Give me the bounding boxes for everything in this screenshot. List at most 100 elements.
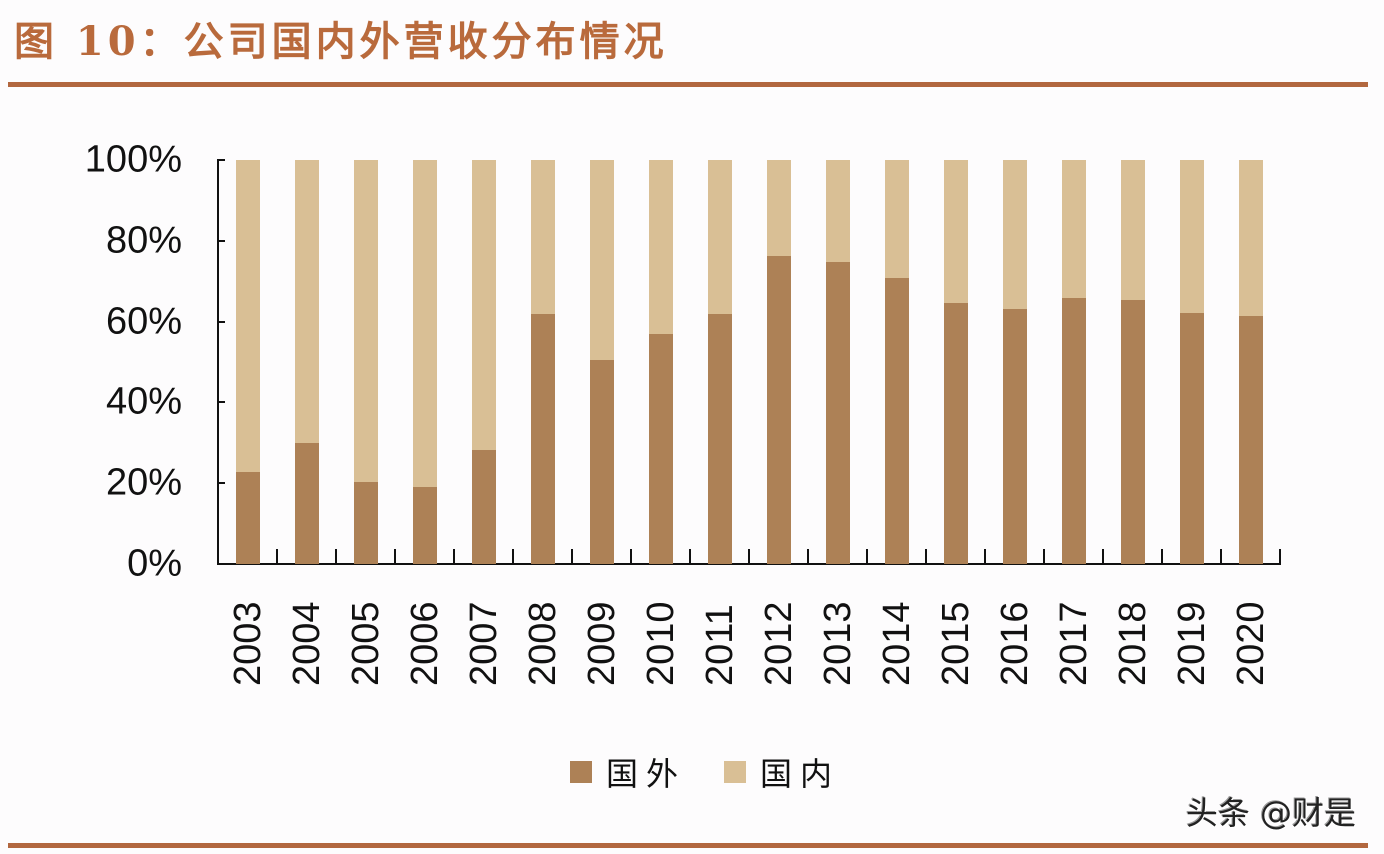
x-tick-label: 2019 — [1170, 601, 1213, 686]
bar-2019 — [1179, 160, 1204, 564]
x-tick-mark — [689, 549, 691, 564]
x-tick-mark — [984, 549, 986, 564]
x-tick-label: 2009 — [580, 601, 623, 686]
x-tick-label: 2008 — [521, 601, 564, 686]
figure-title: 图 10：公司国内外营收分布情况 — [14, 18, 668, 65]
bar-segment-domestic — [235, 160, 260, 472]
x-tick-mark — [335, 549, 337, 564]
top-divider — [8, 82, 1368, 87]
bar-segment-foreign — [884, 277, 909, 564]
bar-2017 — [1061, 160, 1086, 564]
x-tick-mark — [925, 549, 927, 564]
x-tick-label: 2016 — [993, 601, 1036, 686]
bar-2015 — [943, 160, 968, 564]
bar-segment-domestic — [1002, 160, 1027, 310]
legend-item-domestic: 国内 — [724, 749, 840, 795]
y-tick-mark — [217, 159, 225, 161]
x-tick-mark — [1220, 549, 1222, 564]
bar-segment-domestic — [589, 160, 614, 360]
bar-segment-foreign — [412, 487, 437, 564]
x-axis — [217, 563, 1281, 565]
bar-segment-foreign — [943, 303, 968, 564]
x-tick-mark — [1161, 549, 1163, 564]
bar-2008 — [530, 160, 555, 564]
bar-segment-domestic — [884, 160, 909, 278]
y-tick-mark — [217, 563, 225, 565]
x-tick-mark — [1279, 549, 1281, 564]
bar-segment-foreign — [235, 471, 260, 564]
bar-segment-domestic — [1179, 160, 1204, 313]
bar-2005 — [353, 160, 378, 564]
bar-segment-domestic — [1238, 160, 1263, 316]
x-tick-mark — [630, 549, 632, 564]
bar-segment-domestic — [530, 160, 555, 314]
x-tick-label: 2014 — [875, 601, 918, 686]
bar-segment-foreign — [707, 313, 732, 564]
bar-segment-foreign — [825, 261, 850, 564]
bar-segment-foreign — [589, 359, 614, 564]
bar-2012 — [766, 160, 791, 564]
bar-segment-domestic — [471, 160, 496, 451]
x-tick-label: 2003 — [226, 601, 269, 686]
legend-swatch-foreign — [570, 761, 592, 783]
y-tick-label: 60% — [105, 300, 182, 343]
y-tick-label: 0% — [127, 542, 182, 585]
x-tick-label: 2011 — [698, 604, 741, 686]
x-tick-label: 2010 — [639, 601, 682, 686]
x-tick-label: 2020 — [1229, 601, 1272, 686]
bar-segment-foreign — [1061, 298, 1086, 564]
y-tick-label: 100% — [84, 138, 182, 181]
bottom-divider — [8, 843, 1368, 848]
bar-segment-domestic — [412, 160, 437, 488]
legend-label-domestic: 国内 — [760, 755, 841, 793]
bar-segment-domestic — [943, 160, 968, 304]
bar-2020 — [1238, 160, 1263, 564]
bar-segment-foreign — [294, 443, 319, 564]
bar-segment-domestic — [707, 160, 732, 314]
x-tick-label: 2007 — [462, 601, 505, 686]
y-tick-mark — [217, 401, 225, 404]
x-tick-mark — [571, 549, 573, 564]
legend-item-foreign: 国外 — [570, 749, 686, 795]
bar-2018 — [1120, 160, 1145, 564]
bar-segment-foreign — [1002, 309, 1027, 564]
bar-segment-foreign — [1120, 300, 1145, 564]
x-tick-label: 2015 — [934, 601, 977, 686]
legend-swatch-domestic — [724, 761, 747, 783]
x-tick-label: 2006 — [403, 601, 446, 686]
bar-2010 — [648, 160, 673, 564]
bar-2004 — [294, 160, 319, 564]
watermark: 头条 @财是 — [1185, 794, 1356, 832]
bar-2014 — [884, 160, 909, 564]
bar-segment-foreign — [648, 334, 673, 564]
bar-segment-foreign — [530, 313, 555, 564]
bar-2007 — [471, 160, 496, 564]
bar-segment-foreign — [1179, 312, 1204, 564]
x-tick-label: 2005 — [344, 601, 387, 686]
x-tick-mark — [866, 549, 868, 564]
x-tick-label: 2004 — [285, 601, 328, 686]
x-tick-label: 2018 — [1111, 601, 1154, 686]
legend: 国外 国内 — [570, 749, 878, 795]
y-axis — [217, 159, 219, 565]
bar-2009 — [589, 160, 614, 564]
x-tick-mark — [453, 549, 455, 564]
y-tick-label: 80% — [105, 219, 182, 262]
x-tick-mark — [1102, 549, 1104, 564]
bar-2013 — [825, 160, 850, 564]
y-tick-mark — [217, 320, 225, 323]
bar-segment-domestic — [766, 160, 791, 257]
bar-segment-domestic — [294, 160, 319, 444]
bar-2011 — [707, 160, 732, 564]
x-tick-mark — [807, 549, 809, 564]
bar-segment-foreign — [766, 256, 791, 564]
x-tick-mark — [276, 549, 278, 564]
x-tick-mark — [394, 549, 396, 564]
bar-segment-foreign — [1238, 315, 1263, 564]
y-tick-mark — [217, 239, 225, 242]
bar-segment-domestic — [648, 160, 673, 335]
bar-segment-domestic — [1120, 160, 1145, 301]
x-tick-mark — [1043, 549, 1045, 564]
bar-segment-foreign — [471, 450, 496, 564]
bar-segment-domestic — [1061, 160, 1086, 299]
